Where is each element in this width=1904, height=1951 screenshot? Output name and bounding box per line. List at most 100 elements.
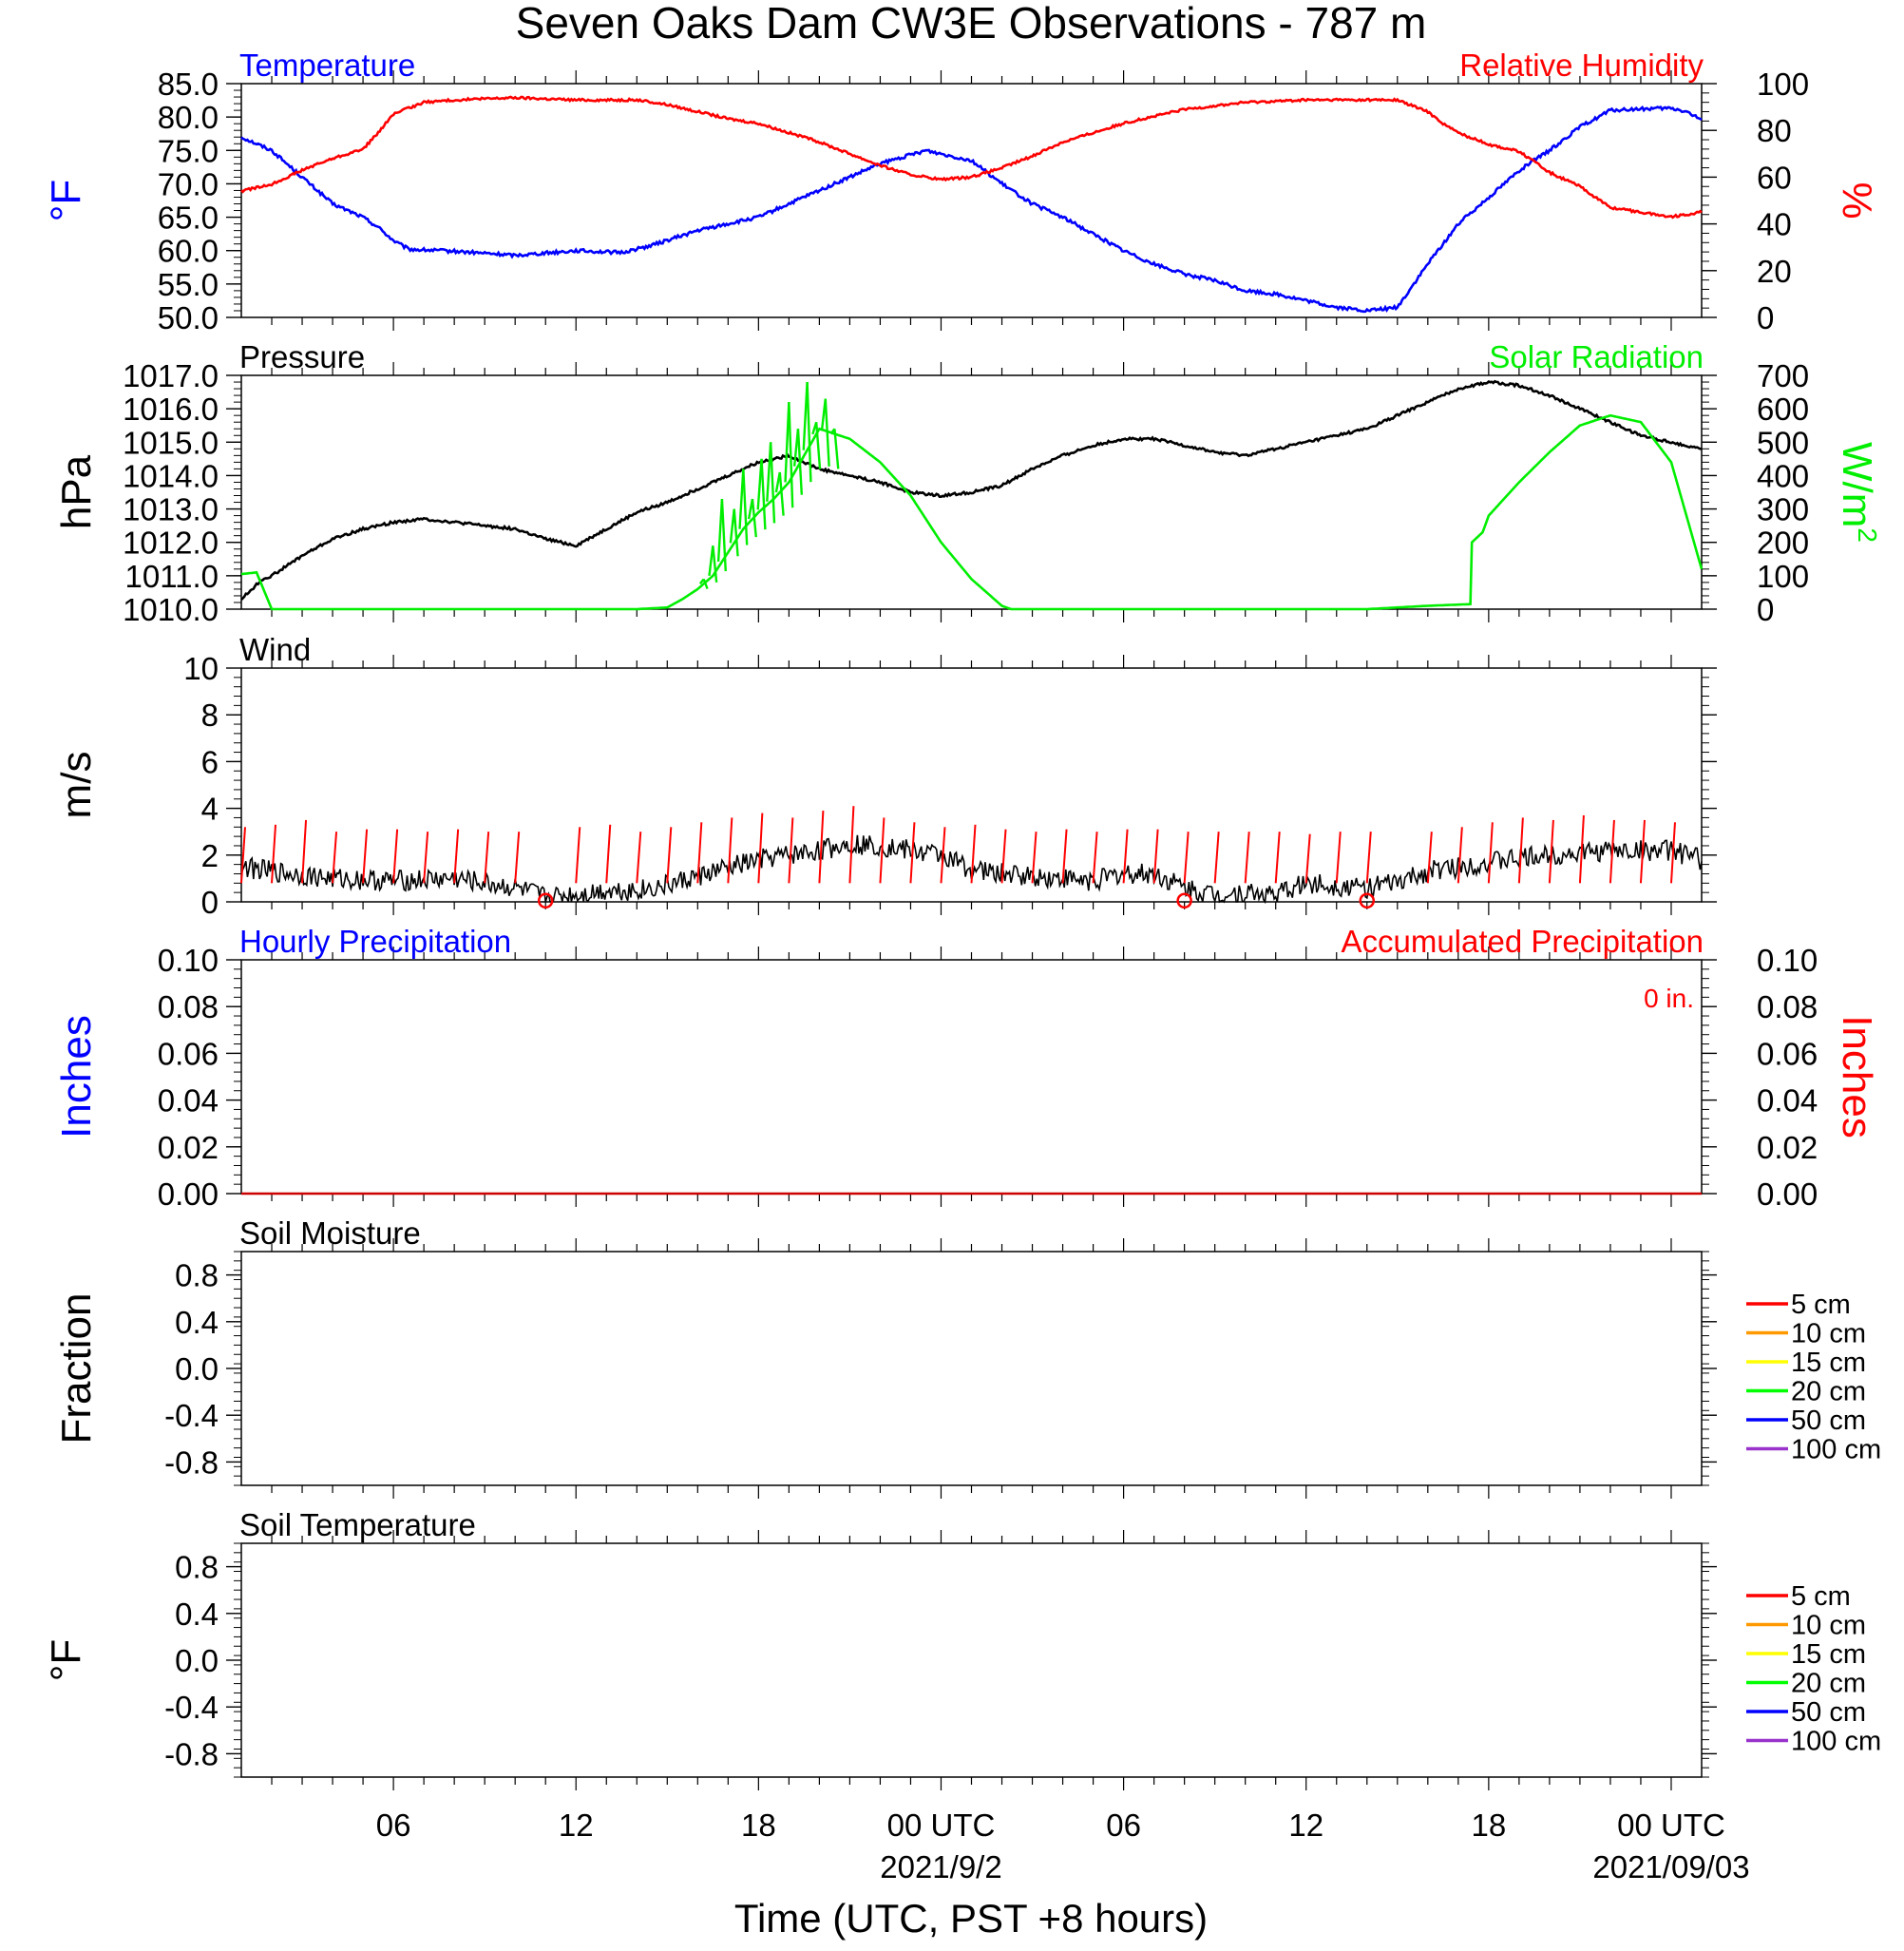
wind-barb: [1000, 829, 1007, 884]
wind-barb: [788, 817, 794, 884]
legend-label: 15 cm: [1791, 1348, 1866, 1378]
y-axis-label-left: m/s: [53, 752, 100, 819]
panel-title-right: Accumulated Precipitation: [1341, 924, 1704, 959]
wind-barb: [514, 832, 521, 884]
y-tick-label-right: 700: [1757, 358, 1809, 393]
y-tick-label: 50.0: [158, 300, 219, 335]
y-tick-label: 1017.0: [123, 358, 219, 393]
x-tick-label: 06: [1106, 1808, 1141, 1843]
wind-barb: [727, 817, 733, 884]
x-tick-label: 18: [741, 1808, 776, 1843]
solar-spike: [814, 422, 822, 469]
solar-spike: [833, 429, 840, 469]
y-tick-label: 0.08: [158, 989, 219, 1024]
wind-barb: [575, 827, 581, 884]
y-tick-label: 0.8: [175, 1550, 219, 1585]
y-tick-label-right: 0: [1757, 300, 1774, 335]
solar-spike: [806, 381, 812, 483]
y-tick-label: 0.10: [158, 943, 219, 978]
y-tick-label-right: 0.02: [1757, 1130, 1818, 1165]
series-pressure: [240, 379, 1703, 602]
y-tick-label-right: 200: [1757, 526, 1809, 561]
y-axis-label-left: Inches: [53, 1015, 100, 1138]
wind-barb: [696, 822, 703, 884]
solar-spike: [824, 398, 830, 467]
panel-wind: 0 2 4 6 8 10 Wind m/s: [53, 632, 1717, 920]
y-tick-label: 0.4: [175, 1305, 219, 1340]
y-axis-label-left: Fraction: [53, 1293, 100, 1444]
wind-barb: [423, 832, 429, 884]
wind-barb: [1304, 833, 1311, 884]
wind-barb: [1244, 832, 1250, 884]
x-axis-label: Time (UTC, PST +8 hours): [734, 1896, 1208, 1941]
wind-barb: [1487, 822, 1494, 884]
date-label: 2021/9/2: [880, 1849, 1001, 1884]
solar-spike: [788, 402, 794, 508]
y-tick-label: -0.4: [164, 1690, 219, 1725]
y-tick-label-right: 0.06: [1757, 1036, 1818, 1071]
wind-barb: [970, 824, 977, 884]
solar-spike: [742, 469, 749, 545]
wind-barb: [1061, 829, 1068, 884]
y-tick-label: 1014.0: [123, 458, 219, 493]
solar-spike: [712, 545, 718, 583]
y-tick-label: 0.8: [175, 1258, 219, 1293]
legend-label: 50 cm: [1791, 1697, 1866, 1728]
solar-spike: [720, 498, 727, 572]
wind-barb: [301, 819, 308, 884]
wind-barb: [1517, 817, 1524, 884]
y-axis-label-right-text: W/m: [1834, 442, 1880, 527]
legend-label: 100 cm: [1791, 1435, 1881, 1465]
y-tick-label-right: 500: [1757, 425, 1809, 460]
wind-barb: [1274, 832, 1281, 884]
y-tick-label: -0.8: [164, 1736, 219, 1771]
wind-barb: [666, 827, 673, 884]
y-axis-label-right-text: Inches: [1834, 1015, 1880, 1138]
wind-barb: [848, 806, 855, 884]
legend-label: 20 cm: [1791, 1669, 1866, 1699]
wind-barb: [1092, 832, 1098, 884]
y-tick-label: 1011.0: [125, 559, 219, 594]
calm-wind-marker: [1176, 892, 1192, 909]
wind-barb: [818, 811, 825, 884]
y-tick-label: 1016.0: [123, 392, 219, 427]
panel-soil-moisture: -0.8 -0.4 0.0 0.4 0.8 Soil Moisture Fraction 5 …: [53, 1215, 1881, 1499]
y-tick-label: 0.4: [175, 1597, 219, 1632]
y-axis-label-left: °F: [43, 180, 89, 221]
y-tick-label-right: 20: [1757, 254, 1792, 289]
wind-barb: [1122, 829, 1129, 884]
y-axis-label-right: %: [1834, 182, 1880, 219]
panel-precip: 0.00 0.02 0.04 0.06 0.08 0.10 0.00 0.02 0.04 0.06…: [53, 924, 1880, 1212]
panel-title-left: Hourly Precipitation: [239, 924, 511, 959]
wind-barb: [1669, 822, 1676, 884]
y-tick-label-right: 40: [1757, 207, 1792, 242]
x-tick-label: 06: [376, 1808, 411, 1843]
y-tick-label: 55.0: [158, 267, 219, 302]
wind-barb: [484, 832, 490, 884]
y-tick-label: 0.06: [158, 1036, 219, 1071]
y-tick-label: 0.0: [175, 1351, 219, 1387]
y-tick-label: 0.0: [175, 1643, 219, 1678]
wind-barb: [362, 829, 369, 884]
y-axis-label-right-text: %: [1834, 182, 1880, 219]
legend-label: 5 cm: [1791, 1581, 1851, 1612]
y-tick-label-right: 0.10: [1757, 943, 1818, 978]
time-axis: 06 12 18 00 UTC 06 12 18 00 UTC 2021/9/2 2021/09/…: [376, 1808, 1750, 1884]
legend-label: 15 cm: [1791, 1639, 1866, 1670]
y-tick-label: 1012.0: [123, 526, 219, 561]
y-tick-label: 0.04: [158, 1083, 219, 1119]
calm-wind-marker: [1359, 892, 1376, 909]
panel-title-left: Temperature: [239, 48, 415, 83]
panel-title-left: Soil Moisture: [239, 1215, 421, 1251]
y-tick-label: 10: [183, 651, 219, 686]
y-tick-label-right: 0: [1757, 592, 1774, 627]
legend-label: 20 cm: [1791, 1377, 1866, 1407]
panel-temp-rh: 50.055.060.065.070.075.080.085.0 0 20 40 60 8…: [43, 48, 1880, 335]
wind-barb: [636, 832, 642, 884]
wind-barb: [909, 822, 916, 884]
y-tick-label: 6: [201, 744, 219, 779]
panel-title-left: Soil Temperature: [239, 1507, 476, 1542]
y-axis-label-right: Inches: [1834, 1015, 1880, 1138]
y-axis-label-right-sup: 2: [1853, 527, 1882, 543]
series-temperature: [240, 105, 1703, 314]
